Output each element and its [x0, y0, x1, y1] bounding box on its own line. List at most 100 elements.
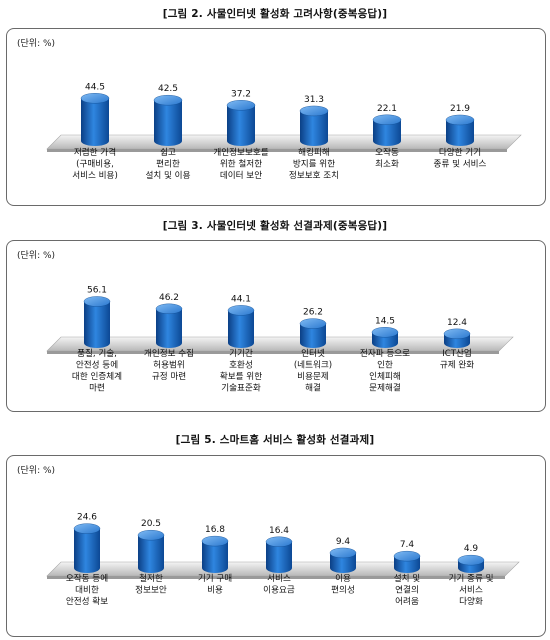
chart2-unit-label: (단위: %) — [17, 39, 56, 49]
bar — [393, 550, 421, 573]
bar-body — [330, 552, 356, 573]
bar-top — [299, 318, 327, 329]
bar-body — [84, 301, 110, 348]
bar-top — [153, 94, 183, 106]
category-label: 기기 구매 비용 — [198, 573, 232, 596]
bar-top — [371, 327, 399, 338]
data-label: 14.5 — [375, 316, 395, 326]
bar — [227, 305, 255, 348]
bar-top — [299, 105, 329, 117]
bar-top — [457, 554, 485, 566]
bar — [226, 100, 256, 146]
bar-top — [80, 93, 110, 104]
chart5-plot: 24.6 오작동 등에 대비한 안전성 확보 20.5 철저한 정보보안 16.8 기기 구매 비… — [46, 513, 520, 607]
bar — [372, 114, 402, 146]
bar-body — [446, 119, 474, 146]
chart5-title: [그림 5. 스마트홈 서비스 활성화 선결과제] — [175, 434, 375, 446]
data-label: 16.4 — [269, 526, 289, 536]
bar-top — [227, 305, 255, 316]
bar-body — [228, 310, 254, 348]
category-label: 오작동 등에 대비한 안전성 확보 — [66, 573, 108, 607]
data-label: 56.1 — [87, 285, 107, 295]
chart3-plot: 56.1 품질, 기술, 안전성 등에 대한 인증체계 마련 46.2 개인정보 수집 허용범… — [46, 285, 514, 394]
chart2-plot: 44.5 저렴한 가격 (구매비용, 서비스 비용) 42.5 쉽고 편리한 설치 및 이용 3… — [46, 82, 522, 181]
floor-edge — [47, 576, 505, 579]
bar-top — [329, 547, 357, 559]
data-label: 42.5 — [158, 84, 178, 94]
chart3-panel: (단위: %) 56.1 품질, 기술, 안전성 등에 대한 인증체계 마련 46.2 개인… — [6, 240, 546, 412]
data-label: 24.6 — [77, 513, 97, 523]
bar — [329, 547, 357, 573]
chart5-unit-label: (단위: %) — [17, 466, 56, 476]
data-label: 4.9 — [464, 544, 479, 554]
bar-top — [445, 114, 475, 126]
bar-top — [83, 296, 111, 307]
bar-body — [300, 110, 328, 146]
bar-top — [265, 536, 293, 547]
bar-top — [226, 100, 256, 111]
data-label: 12.4 — [447, 318, 467, 328]
bar-body — [138, 535, 164, 573]
bar — [265, 536, 293, 573]
category-label: 다양한 기기 종류 및 서비스 — [434, 147, 487, 170]
bar-top — [137, 529, 165, 541]
chart3-unit-label: (단위: %) — [17, 251, 56, 261]
data-label: 7.4 — [400, 540, 415, 550]
data-label: 22.1 — [377, 104, 397, 114]
bar — [83, 296, 111, 348]
bar-top — [443, 328, 471, 340]
bar-body — [156, 308, 182, 348]
bar — [299, 318, 327, 348]
bar-body — [266, 541, 292, 573]
floor-edge — [47, 351, 499, 354]
bar — [153, 94, 183, 146]
bar-top — [372, 114, 402, 125]
bar-body — [300, 323, 326, 348]
bar — [137, 529, 165, 573]
category-label: 서비스 이용요금 — [263, 573, 295, 596]
data-label: 44.1 — [231, 294, 251, 304]
bar — [80, 93, 110, 146]
bar — [371, 327, 399, 348]
bar — [73, 523, 101, 573]
category-label: 이용 편의성 — [331, 573, 355, 596]
bar-top — [201, 535, 229, 547]
bar-top — [73, 523, 101, 534]
bar-body — [202, 541, 228, 573]
data-label: 26.2 — [303, 308, 323, 318]
data-label: 37.2 — [231, 89, 251, 99]
category-label: 기기간 호환성 확보를 위한 기술표준화 — [220, 348, 262, 394]
chart3-title: [그림 3. 사물인터넷 활성화 선결과제(중복응답)] — [162, 220, 388, 232]
bar — [201, 535, 229, 573]
bar-top — [393, 550, 421, 562]
chart2-title: [그림 2. 사물인터넷 활성화 고려사항(중복응답)] — [162, 8, 388, 20]
bar — [445, 114, 475, 146]
category-label: 해킹피해 방지를 위한 정보보호 조치 — [289, 146, 339, 181]
data-label: 20.5 — [141, 519, 161, 529]
category-label: 저렴한 가격 (구매비용, 서비스 비용) — [72, 146, 118, 181]
category-label: 개인정보보호를 위한 철저한 데이터 보안 — [213, 147, 268, 181]
category-label: 개인정보 수집 허용범위 규정 마련 — [144, 347, 194, 382]
floor-edge — [47, 149, 507, 152]
category-label: ICT산업 규제 완화 — [440, 348, 474, 371]
category-label: 철저한 정보보안 — [135, 573, 167, 596]
bar-body — [373, 119, 401, 146]
bar-top — [155, 303, 183, 315]
category-label: 품질, 기술, 안전성 등에 대한 인증체계 마련 — [72, 347, 122, 394]
category-label: 인터넷 (네트워크) 비용문제 해결 — [294, 348, 332, 394]
bar-body — [81, 98, 109, 146]
data-label: 44.5 — [85, 82, 105, 92]
category-label: 설치 및 연결의 어려움 — [394, 572, 421, 607]
category-label: 오작동 최소화 — [375, 147, 399, 170]
data-label: 21.9 — [450, 104, 470, 114]
data-label: 31.3 — [304, 95, 324, 105]
category-label: 쉽고 편리한 설치 및 이용 — [146, 147, 191, 181]
bar — [457, 554, 485, 573]
chart5-panel: (단위: %) 24.6 오작동 등에 대비한 안전성 확보 20.5 철저한 정보보안 16… — [6, 455, 546, 637]
category-label: 기기 종류 및 서비스 다양화 — [449, 572, 494, 607]
bar — [299, 105, 329, 146]
bar — [155, 303, 183, 348]
data-label: 46.2 — [159, 293, 179, 303]
category-label: 전자파 등으로 인한 인체피해 문제해결 — [360, 348, 410, 394]
data-label: 16.8 — [205, 525, 225, 535]
